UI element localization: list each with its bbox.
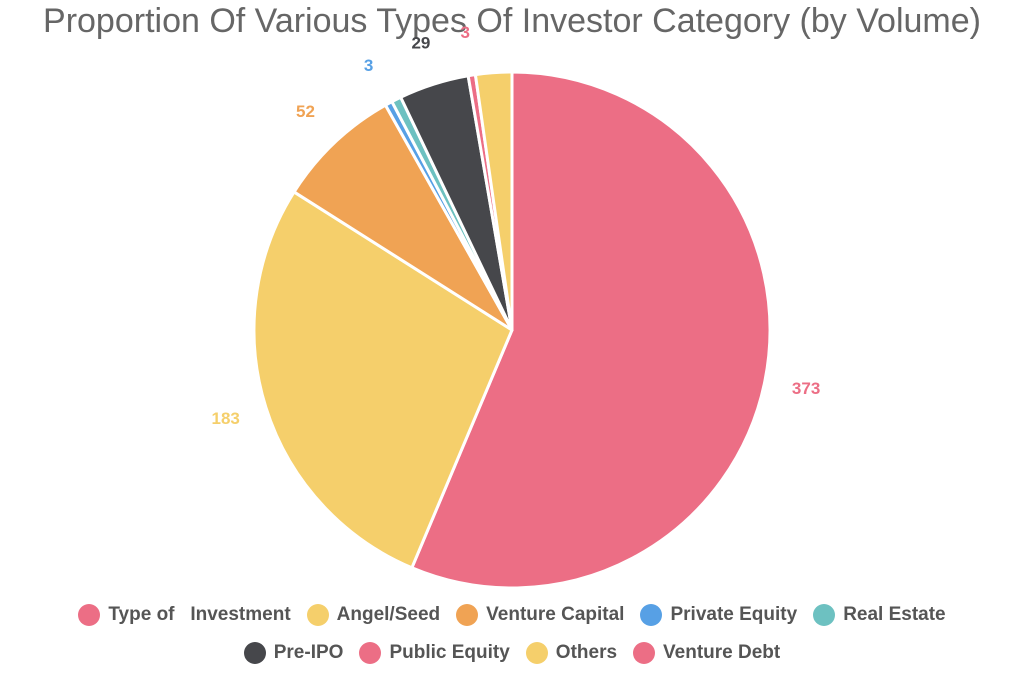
pie-chart: 373 183 52 3 29 3 — [212, 23, 820, 590]
legend-swatch — [640, 604, 663, 626]
legend-item-private-equity[interactable]: Private Equity — [640, 604, 797, 626]
legend-item-venture-capital[interactable]: Venture Capital — [456, 604, 624, 626]
legend-swatch — [243, 642, 266, 664]
legend-label: Private Equity — [670, 604, 798, 625]
pie-slice-angel-seed[interactable] — [252, 190, 514, 570]
data-label-venture-capital: 52 — [296, 102, 315, 121]
legend-row: Pre-IPO Public Equity Others Venture Debt — [0, 642, 1024, 664]
legend-item-public-equity[interactable]: Public Equity — [359, 642, 510, 664]
legend-swatch — [456, 604, 479, 626]
legend-item-pre-ipo[interactable]: Pre-IPO — [243, 642, 344, 664]
legend-label: Others — [555, 642, 618, 663]
legend-row: Type of Investment Angel/Seed Venture Capi… — [0, 604, 1024, 626]
chart-title: Proportion Of Various Types Of Investor … — [43, 2, 981, 40]
pie-slice-others[interactable] — [473, 70, 514, 332]
legend-label: Public Equity — [389, 642, 510, 663]
legend-item-venture-debt[interactable]: Venture Debt — [633, 642, 780, 664]
legend-swatch — [813, 604, 836, 626]
legend-item-real-estate[interactable]: Real Estate — [813, 604, 946, 626]
data-label-angel-seed: 183 — [212, 409, 240, 428]
legend-label: Type of Investment — [108, 604, 291, 625]
legend-label: Pre-IPO — [273, 642, 344, 663]
data-label-type-of-investment: 373 — [792, 379, 820, 398]
legend-swatch — [306, 604, 329, 626]
legend-item-type-of-investment[interactable]: Type of Investment — [78, 604, 291, 626]
legend-label: Venture Capital — [486, 604, 625, 625]
legend-item-angel-seed[interactable]: Angel/Seed — [306, 604, 441, 626]
legend-swatch — [633, 642, 656, 664]
legend-swatch — [78, 604, 101, 626]
pie-slice-venture-capital[interactable] — [292, 103, 514, 332]
legend-swatch — [359, 642, 382, 664]
data-label-pre-ipo: 29 — [411, 34, 430, 53]
legend-label: Venture Debt — [663, 642, 781, 663]
data-label-private-equity: 3 — [364, 56, 373, 75]
legend-label: Real Estate — [843, 604, 946, 625]
pie-slice-type-of-investment[interactable] — [410, 70, 772, 590]
legend-label: Angel/Seed — [336, 604, 441, 625]
legend-swatch — [525, 642, 548, 664]
data-label-public-equity: 3 — [460, 23, 469, 42]
legend-item-others[interactable]: Others — [525, 642, 618, 664]
